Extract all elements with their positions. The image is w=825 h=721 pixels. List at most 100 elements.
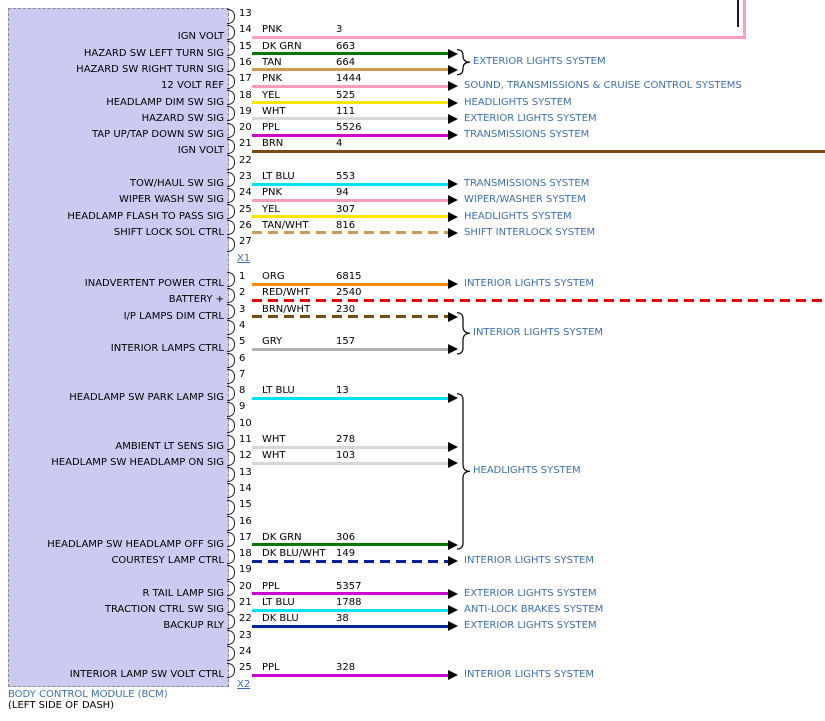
- pin-number: 17: [239, 73, 252, 85]
- wire-color-code: DK BLU/WHT: [262, 548, 326, 560]
- system-link[interactable]: TRANSMISSIONS SYSTEM: [464, 178, 590, 189]
- circuit-number: 3: [336, 24, 343, 36]
- wire: [252, 673, 448, 677]
- signal-label: SHIFT LOCK SOL CTRL: [113, 226, 224, 238]
- system-link[interactable]: INTERIOR LIGHTS SYSTEM: [464, 278, 595, 289]
- circuit-number: 5526: [336, 122, 362, 134]
- pin-number: 8: [239, 385, 246, 397]
- signal-label: IGN VOLT: [177, 145, 224, 157]
- signal-label: WIPER WASH SW SIG: [119, 194, 224, 206]
- pin-bracket: [227, 336, 235, 352]
- wire-color-code: YEL: [262, 203, 280, 215]
- wire-arrowhead: [448, 179, 458, 189]
- wire: [252, 559, 448, 563]
- signal-label: INTERIOR LAMPS CTRL: [110, 343, 224, 355]
- wire-color-code: BRN: [262, 138, 284, 150]
- system-link[interactable]: EXTERIOR LIGHTS SYSTEM: [464, 587, 597, 599]
- wire: [252, 84, 448, 88]
- pin-bracket: [227, 271, 235, 287]
- wire-arrowhead: [448, 227, 458, 238]
- pin-bracket: [227, 220, 235, 236]
- wire-arrowhead: [448, 81, 458, 92]
- system-link[interactable]: SHIFT INTERLOCK SYSTEM: [464, 226, 596, 238]
- signal-label: R TAIL LAMP SIG: [142, 587, 224, 599]
- pin-bracket: [227, 90, 235, 105]
- wire-color-code: RED/WHT: [262, 287, 310, 299]
- pin-number: 15: [239, 499, 252, 511]
- wire-color-code: PNK: [262, 187, 283, 199]
- signal-label: HEADLAMP SW HEADLAMP ON SIG: [51, 457, 224, 469]
- connector-link[interactable]: X1: [237, 252, 251, 264]
- wire-color-code: WHT: [262, 450, 286, 462]
- circuit-number: 6815: [336, 271, 362, 282]
- connector-link[interactable]: X2: [237, 678, 251, 690]
- wire: [252, 133, 448, 137]
- signal-label: HAZARD SW SIG: [141, 112, 224, 124]
- signal-label: I/P LAMPS DIM CTRL: [123, 310, 224, 322]
- wire-arrowhead: [448, 211, 458, 222]
- pin-number: 24: [239, 645, 252, 657]
- system-link[interactable]: EXTERIOR LIGHTS SYSTEM: [473, 55, 606, 67]
- wire-arrowhead: [448, 442, 458, 452]
- wire-color-code: DK GRN: [262, 40, 302, 52]
- pin-number: 19: [239, 105, 252, 117]
- pin-number: 2: [239, 287, 246, 299]
- module-name-link[interactable]: BODY CONTROL MODULE (BCM): [8, 689, 168, 700]
- circuit-number: 4: [336, 138, 343, 150]
- signal-label: BATTERY +: [168, 294, 224, 306]
- pin-bracket: [227, 287, 235, 303]
- wire-arrowhead: [448, 670, 458, 681]
- wire: [252, 298, 825, 302]
- system-link[interactable]: INTERIOR LIGHTS SYSTEM: [473, 326, 604, 338]
- circuit-number: 230: [336, 303, 356, 315]
- system-link[interactable]: HEADLIGHTS SYSTEM: [464, 96, 572, 108]
- wire-color-code: YEL: [262, 89, 280, 101]
- pin-number: 16: [239, 56, 252, 68]
- bcm-module-box: [8, 8, 229, 687]
- wire: [252, 624, 448, 628]
- pin-bracket: [227, 320, 235, 336]
- wire: [252, 592, 448, 596]
- system-link[interactable]: SOUND, TRANSMISSIONS & CRUISE CONTROL SY…: [464, 80, 742, 92]
- system-link[interactable]: ANTI-LOCK BRAKES SYSTEM: [464, 604, 604, 615]
- circuit-number: 13: [336, 385, 349, 397]
- pin-bracket: [227, 385, 235, 401]
- circuit-number: 553: [336, 171, 356, 182]
- system-link[interactable]: EXTERIOR LIGHTS SYSTEM: [464, 620, 597, 632]
- pin-number: 14: [239, 24, 252, 36]
- wire: [252, 52, 448, 56]
- wire-color-code: ORG: [262, 271, 285, 282]
- system-link[interactable]: INTERIOR LIGHTS SYSTEM: [464, 669, 595, 681]
- pin-bracket: [227, 401, 235, 417]
- wire-color-code: PPL: [262, 122, 280, 134]
- wire: [252, 101, 448, 104]
- system-link[interactable]: TRANSMISSIONS SYSTEM: [464, 129, 590, 141]
- pin-number: 23: [239, 171, 252, 182]
- pin-number: 22: [239, 154, 252, 166]
- system-link[interactable]: HEADLIGHTS SYSTEM: [464, 210, 572, 222]
- system-link[interactable]: EXTERIOR LIGHTS SYSTEM: [464, 112, 597, 124]
- system-link[interactable]: INTERIOR LIGHTS SYSTEM: [464, 555, 595, 567]
- pin-number: 15: [239, 40, 252, 52]
- pin-bracket: [227, 236, 235, 252]
- wire-color-code: PPL: [262, 580, 280, 592]
- wire: [252, 231, 448, 235]
- pin-bracket: [227, 418, 235, 434]
- pin-number: 18: [239, 89, 252, 101]
- wire-arrowhead: [448, 556, 458, 567]
- pin-number: 22: [239, 613, 252, 625]
- wire-color-code: LT BLU: [262, 385, 295, 397]
- system-link[interactable]: HEADLIGHTS SYSTEM: [473, 465, 581, 477]
- pin-number: 3: [239, 303, 246, 315]
- pin-number: 6: [239, 352, 246, 364]
- pin-number: 21: [239, 597, 252, 608]
- pin-bracket: [227, 353, 235, 368]
- wire: [252, 35, 746, 39]
- wire-color-code: TAN: [262, 56, 282, 68]
- signal-label: BACKUP RLY: [163, 620, 224, 632]
- signal-label: COURTESY LAMP CTRL: [111, 555, 224, 567]
- system-link[interactable]: WIPER/WASHER SYSTEM: [464, 194, 586, 206]
- signal-label: HEADLAMP FLASH TO PASS SIG: [67, 210, 224, 222]
- circuit-number: 149: [336, 548, 356, 560]
- wire-color-code: WHT: [262, 434, 286, 445]
